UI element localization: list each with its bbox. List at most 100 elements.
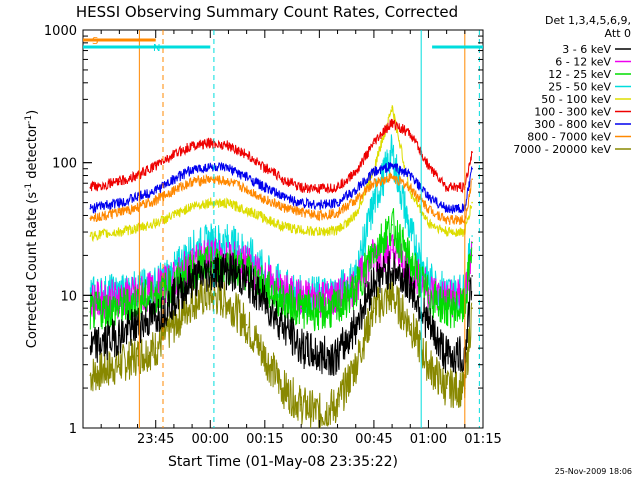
legend-header-line-2: Att 0 <box>605 27 631 40</box>
data-point <box>191 169 193 171</box>
data-point <box>471 241 473 244</box>
data-point <box>373 182 375 184</box>
x-tick-label: 01:15 <box>464 432 501 447</box>
data-point <box>136 227 139 230</box>
data-point <box>373 279 375 282</box>
data-point <box>409 191 412 193</box>
data-point <box>209 271 212 273</box>
data-point <box>191 205 193 207</box>
data-point <box>245 209 248 211</box>
data-point <box>191 144 193 147</box>
data-point <box>427 324 430 326</box>
data-point <box>282 300 284 303</box>
data-point <box>300 403 303 406</box>
series-8 <box>89 276 473 429</box>
series-line <box>89 105 473 243</box>
data-point <box>282 206 284 209</box>
plot-area: SN 23:45 00:00 00:15 00:30 00:45 01:00 01:1511… <box>44 24 502 447</box>
data-point <box>282 196 284 198</box>
data-point <box>427 164 430 167</box>
legend-header-line-1: Det 1,3,4,5,6,9, <box>545 14 631 27</box>
data-point <box>445 207 448 210</box>
data-point <box>89 217 92 220</box>
data-point <box>300 307 303 310</box>
x-tick-label: 23:45 <box>137 432 174 447</box>
data-point <box>209 294 212 297</box>
data-point <box>173 324 175 326</box>
data-point <box>173 178 175 180</box>
data-point <box>154 199 157 202</box>
data-point <box>209 142 212 145</box>
data-point <box>318 204 321 206</box>
data-point <box>471 235 473 237</box>
data-point <box>336 403 339 406</box>
data-point <box>264 300 266 303</box>
data-point <box>373 307 375 310</box>
y-axis-label: Corrected Count Rate (s-1 detector-1) <box>24 110 40 348</box>
data-point <box>245 279 248 282</box>
x-tick-label: 00:45 <box>355 432 392 447</box>
data-point <box>209 166 212 168</box>
data-point <box>118 334 121 337</box>
data-point <box>409 133 412 135</box>
data-point <box>154 222 157 224</box>
data-point <box>336 307 339 310</box>
series-line <box>89 276 473 429</box>
data-point <box>300 186 303 189</box>
data-point <box>336 201 339 204</box>
data-point <box>391 164 393 167</box>
data-point <box>245 324 248 326</box>
data-point <box>445 387 448 389</box>
data-point <box>336 229 339 231</box>
data-point <box>264 279 266 282</box>
data-point <box>264 198 266 200</box>
data-point <box>336 211 339 214</box>
data-point <box>373 142 375 145</box>
data-point <box>300 347 303 349</box>
data-point <box>173 214 175 217</box>
data-point <box>471 307 473 310</box>
data-point <box>227 144 230 147</box>
data-point <box>354 171 357 173</box>
series-line <box>89 118 473 194</box>
state-flag-label: N <box>153 43 160 54</box>
legend-label: 3 - 6 keV <box>562 43 611 56</box>
data-point <box>445 186 448 189</box>
data-point <box>318 231 321 233</box>
series-line <box>89 208 473 332</box>
legend-label: 800 - 7000 keV <box>527 131 611 144</box>
series-line <box>89 250 473 376</box>
data-point <box>118 201 121 204</box>
data-point <box>118 180 121 183</box>
data-point <box>300 201 303 204</box>
data-point <box>391 121 393 124</box>
data-point <box>373 171 375 173</box>
data-point <box>154 189 157 191</box>
series-6 <box>89 161 473 214</box>
data-point <box>89 374 92 377</box>
data-point <box>373 249 375 251</box>
data-point <box>318 311 321 313</box>
data-point <box>445 219 448 221</box>
data-point <box>89 311 92 313</box>
data-point <box>409 174 412 177</box>
data-point <box>445 231 448 233</box>
y-tick-label: 10 <box>60 289 77 304</box>
data-point <box>471 201 473 204</box>
legend-label: 7000 - 20000 keV <box>513 143 611 156</box>
data-point <box>336 186 339 189</box>
data-point <box>471 275 473 277</box>
data-point <box>209 178 212 180</box>
data-point <box>471 167 473 170</box>
data-point <box>264 355 266 357</box>
data-point <box>227 167 230 170</box>
data-point <box>391 249 393 251</box>
data-point <box>391 106 393 109</box>
data-point <box>354 324 357 326</box>
data-point <box>118 307 121 310</box>
data-point <box>354 214 357 217</box>
data-point <box>264 217 266 220</box>
data-point <box>227 203 230 205</box>
data-point <box>282 225 284 228</box>
